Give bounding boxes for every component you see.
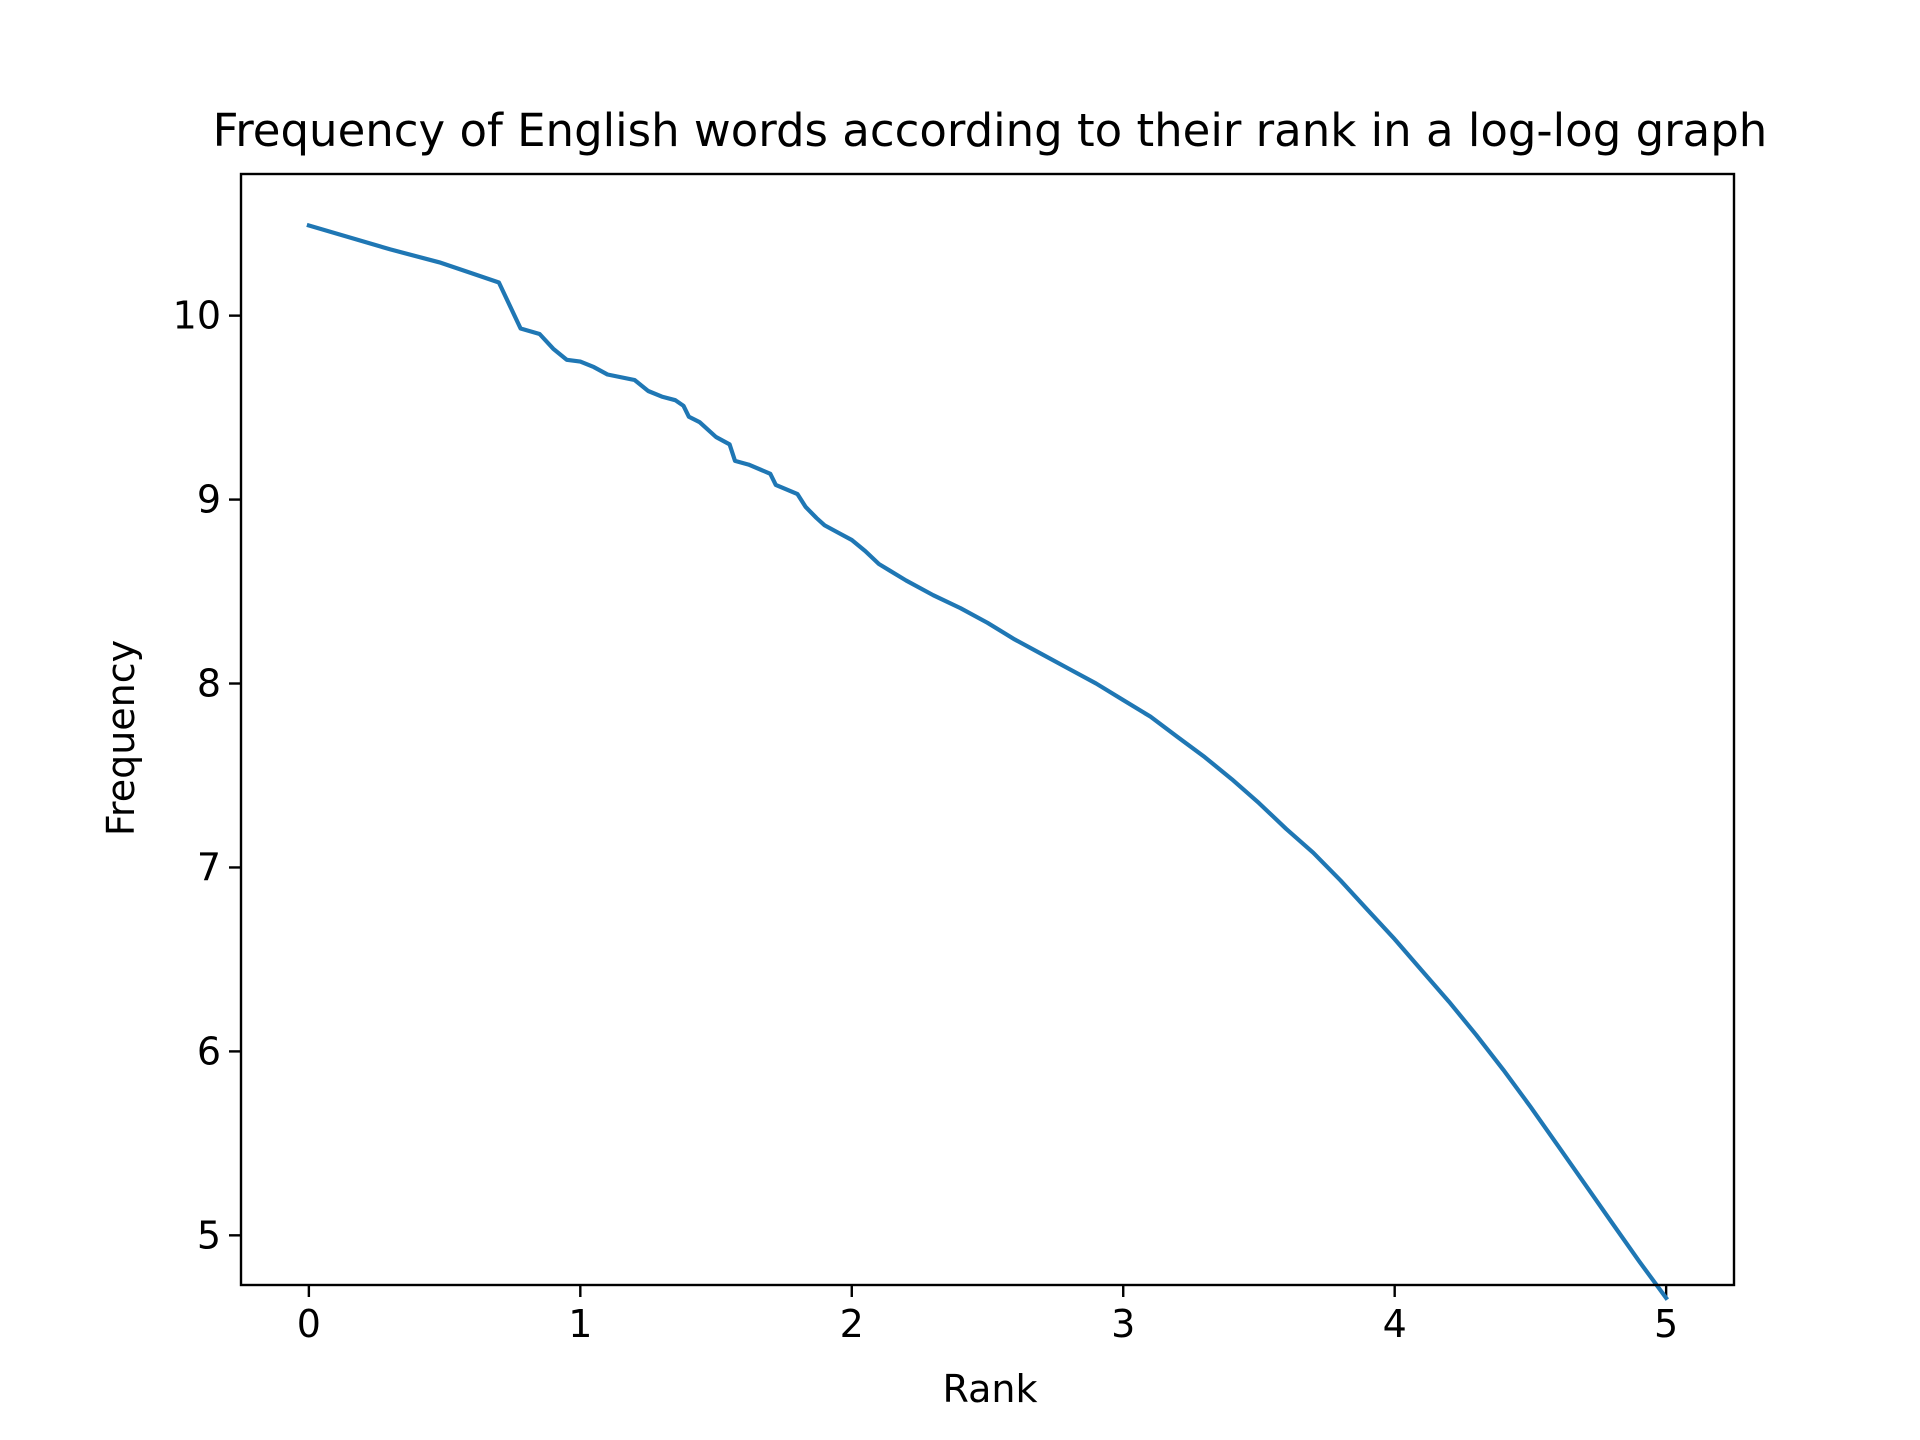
y-tick-label: 7 [197, 845, 221, 889]
plot-frame [239, 172, 1736, 1287]
y-axis-label: Frequency [99, 640, 143, 836]
x-tick-label: 4 [1383, 1302, 1407, 1346]
y-tick-label: 10 [173, 294, 221, 338]
x-tick-label: 0 [297, 1302, 321, 1346]
y-axis-ticks: 5 6 7 8 9 10 [173, 294, 241, 1257]
x-tick-label: 2 [840, 1302, 864, 1346]
x-tick-label: 5 [1654, 1302, 1678, 1346]
y-tick-label: 6 [197, 1029, 221, 1073]
y-tick-label: 8 [197, 662, 221, 706]
y-tick-label: 5 [197, 1213, 221, 1257]
series-line [306, 222, 1670, 1301]
x-tick-label: 1 [568, 1302, 592, 1346]
x-axis-label: Rank [943, 1367, 1038, 1411]
y-tick-label: 9 [197, 478, 221, 522]
chart-title: Frequency of English words according to … [213, 104, 1768, 157]
x-tick-label: 3 [1111, 1302, 1135, 1346]
x-axis-ticks: 0 1 2 3 4 5 [297, 1285, 1678, 1346]
series-layer [306, 222, 1670, 1301]
